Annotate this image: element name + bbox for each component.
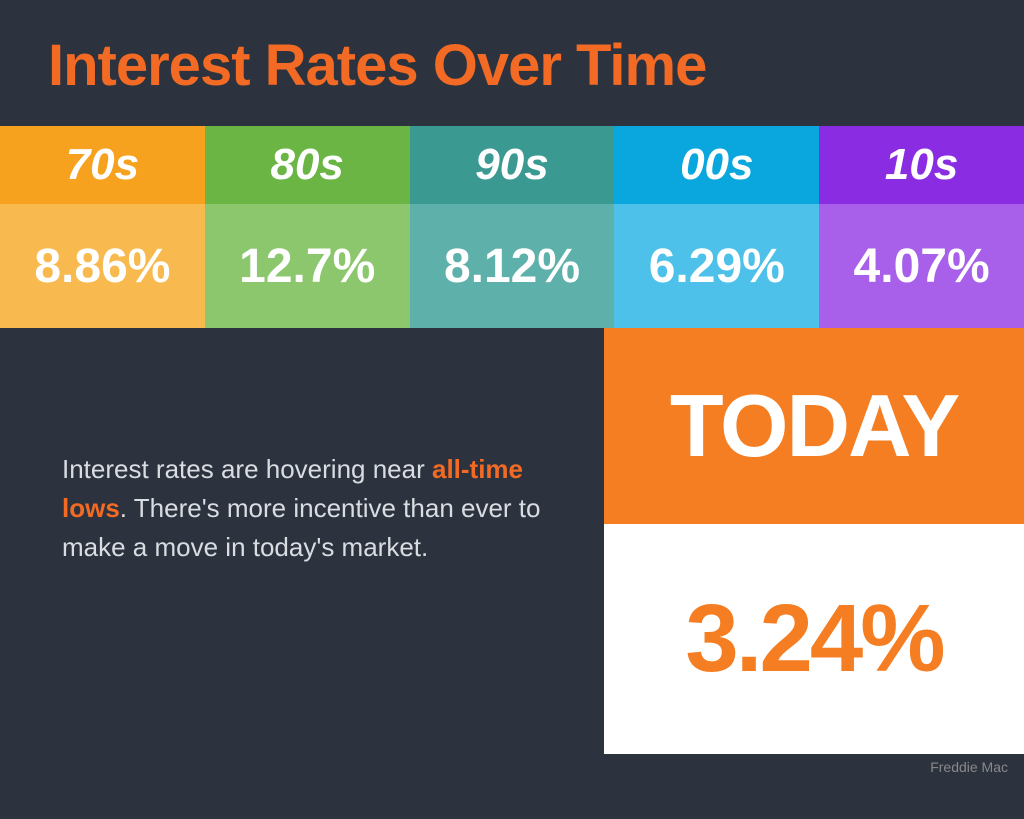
infographic-canvas: Interest Rates Over Time 70s 8.86% 80s 1…: [0, 0, 1024, 819]
decade-value: 6.29%: [614, 204, 819, 328]
decade-label: 80s: [205, 126, 410, 204]
decade-value: 8.86%: [0, 204, 205, 328]
decade-70s: 70s 8.86%: [0, 126, 205, 328]
decade-10s: 10s 4.07%: [819, 126, 1024, 328]
caption-prefix: Interest rates are hovering near: [62, 454, 432, 484]
decade-80s: 80s 12.7%: [205, 126, 410, 328]
decade-label: 70s: [0, 126, 205, 204]
decade-value: 8.12%: [410, 204, 615, 328]
caption-block: Interest rates are hovering near all-tim…: [62, 450, 542, 567]
caption-text: Interest rates are hovering near all-tim…: [62, 450, 542, 567]
decade-00s: 00s 6.29%: [614, 126, 819, 328]
caption-suffix: . There's more incentive than ever to ma…: [62, 493, 541, 562]
decade-value: 4.07%: [819, 204, 1024, 328]
decade-90s: 90s 8.12%: [410, 126, 615, 328]
today-label: TODAY: [604, 328, 1024, 524]
decades-row: 70s 8.86% 80s 12.7% 90s 8.12% 00s 6.29% …: [0, 126, 1024, 328]
decade-label: 90s: [410, 126, 615, 204]
today-block: TODAY 3.24%: [604, 328, 1024, 754]
today-value: 3.24%: [604, 524, 1024, 754]
source-attribution: Freddie Mac: [930, 759, 1008, 775]
page-title: Interest Rates Over Time: [48, 32, 706, 99]
decade-label: 00s: [614, 126, 819, 204]
decade-value: 12.7%: [205, 204, 410, 328]
decade-label: 10s: [819, 126, 1024, 204]
